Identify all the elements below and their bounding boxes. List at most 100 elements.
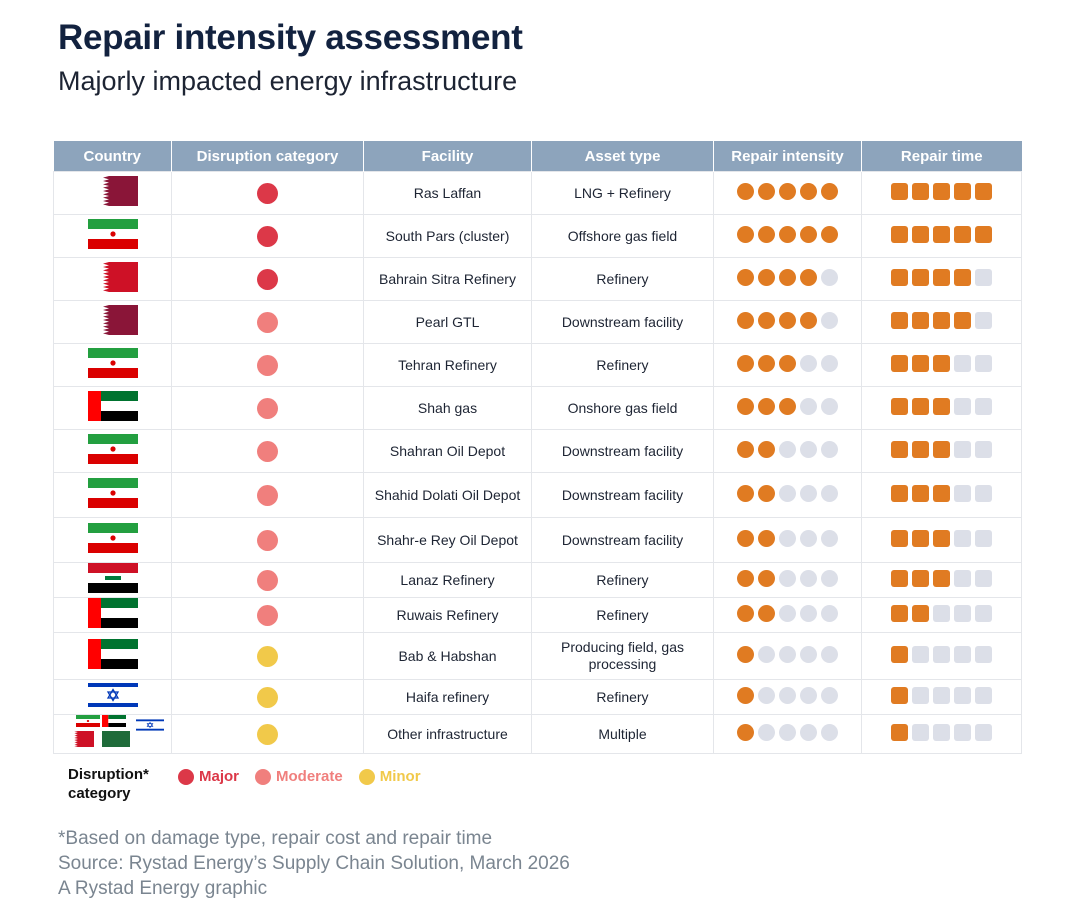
credit-note: A Rystad Energy graphic <box>58 878 268 899</box>
intensity-filled-dot <box>779 354 796 372</box>
disruption-category-cell <box>171 343 364 387</box>
disruption-category-cell <box>171 472 364 518</box>
country-cell <box>53 562 172 598</box>
category-moderate-dot <box>257 440 278 462</box>
time-empty-square <box>975 645 992 663</box>
intensity-empty-dot <box>779 440 796 458</box>
time-filled-square <box>933 569 950 587</box>
category-moderate-dot <box>257 354 278 376</box>
time-empty-square <box>954 569 971 587</box>
time-empty-square <box>954 354 971 372</box>
repair-time-cell <box>861 343 1022 387</box>
intensity-filled-dot <box>779 397 796 415</box>
repair-time-cell <box>861 214 1022 258</box>
repair-time-cell <box>861 429 1022 473</box>
disruption-category-cell <box>171 257 364 301</box>
intensity-filled-dot <box>737 686 754 704</box>
intensity-filled-dot <box>758 354 775 372</box>
col-header-repair-time: Repair time <box>861 141 1022 172</box>
facility-cell: South Pars (cluster) <box>363 214 532 258</box>
repair-time-cell <box>861 257 1022 301</box>
time-filled-square <box>933 440 950 458</box>
category-moderate-dot <box>257 484 278 506</box>
time-filled-square <box>912 354 929 372</box>
asset-type-cell: Downstream facility <box>531 429 714 473</box>
intensity-empty-dot <box>779 604 796 622</box>
time-filled-square <box>933 529 950 547</box>
col-header-facility: Facility <box>363 141 532 172</box>
intensity-filled-dot <box>800 268 817 286</box>
disruption-category-cell <box>171 214 364 258</box>
time-filled-square <box>933 268 950 286</box>
repair-time-cell <box>861 597 1022 633</box>
intensity-empty-dot <box>821 484 838 502</box>
time-empty-square <box>933 645 950 663</box>
asset-type-cell: Producing field, gas processing <box>531 632 714 680</box>
time-filled-square <box>954 225 971 243</box>
asset-type-cell: Refinery <box>531 562 714 598</box>
legend: Disruption* category Major Moderate Mino… <box>68 765 427 803</box>
repair-time-cell <box>861 171 1022 215</box>
time-filled-square <box>975 182 992 200</box>
category-moderate-dot <box>257 569 278 591</box>
table-row: Ras Laffan LNG + Refinery <box>53 171 1022 215</box>
iran-flag-icon <box>87 348 138 382</box>
table-row: Ruwais Refinery Refinery <box>53 597 1022 633</box>
intensity-filled-dot <box>821 225 838 243</box>
category-moderate-dot <box>257 311 278 333</box>
intensity-empty-dot <box>821 397 838 415</box>
table-row: Tehran Refinery Refinery <box>53 343 1022 387</box>
disruption-category-cell <box>171 562 364 598</box>
time-filled-square <box>933 397 950 415</box>
asset-type-cell: Multiple <box>531 714 714 754</box>
time-empty-square <box>912 723 929 741</box>
asset-type-cell: Downstream facility <box>531 472 714 518</box>
intensity-empty-dot <box>779 645 796 663</box>
col-header-disruption-category: Disruption category <box>171 141 364 172</box>
time-empty-square <box>954 686 971 704</box>
country-cell <box>53 429 172 473</box>
disruption-category-cell <box>171 714 364 754</box>
source-note: Source: Rystad Energy’s Supply Chain Sol… <box>58 853 570 874</box>
intensity-filled-dot <box>737 529 754 547</box>
intensity-filled-dot <box>800 182 817 200</box>
col-header-repair-intensity: Repair intensity <box>713 141 862 172</box>
country-cell <box>53 257 172 301</box>
intensity-filled-dot <box>737 569 754 587</box>
country-cell <box>53 171 172 215</box>
legend-major-label: Major <box>199 768 240 785</box>
repair-intensity-cell <box>713 300 862 344</box>
uae-flag-icon <box>87 598 138 632</box>
category-minor-dot <box>257 686 278 708</box>
repair-intensity-cell <box>713 214 862 258</box>
repair-intensity-cell <box>713 597 862 633</box>
iran-flag-icon <box>87 434 138 468</box>
intensity-empty-dot <box>779 529 796 547</box>
intensity-filled-dot <box>779 225 796 243</box>
intensity-filled-dot <box>737 723 754 741</box>
intensity-empty-dot <box>779 484 796 502</box>
time-filled-square <box>891 311 908 329</box>
assessment-table: Country Disruption category Facility Ass… <box>53 141 1022 754</box>
category-major-dot <box>257 225 278 247</box>
intensity-filled-dot <box>800 225 817 243</box>
footnote: *Based on damage type, repair cost and r… <box>58 828 493 849</box>
country-cell <box>53 517 172 563</box>
intensity-empty-dot <box>800 484 817 502</box>
intensity-filled-dot <box>821 182 838 200</box>
intensity-empty-dot <box>779 686 796 704</box>
intensity-empty-dot <box>800 569 817 587</box>
bahrain-flag-icon <box>87 262 138 296</box>
repair-time-cell <box>861 632 1022 680</box>
time-empty-square <box>975 311 992 329</box>
facility-cell: Bab & Habshan <box>363 632 532 680</box>
uae-flag-icon <box>87 639 138 673</box>
legend-moderate-dot <box>255 768 272 785</box>
time-filled-square <box>891 268 908 286</box>
intensity-filled-dot <box>737 268 754 286</box>
table-row: Shah gas Onshore gas field <box>53 386 1022 430</box>
uae-flag-icon <box>87 391 138 425</box>
time-empty-square <box>954 604 971 622</box>
time-filled-square <box>891 225 908 243</box>
time-filled-square <box>954 311 971 329</box>
